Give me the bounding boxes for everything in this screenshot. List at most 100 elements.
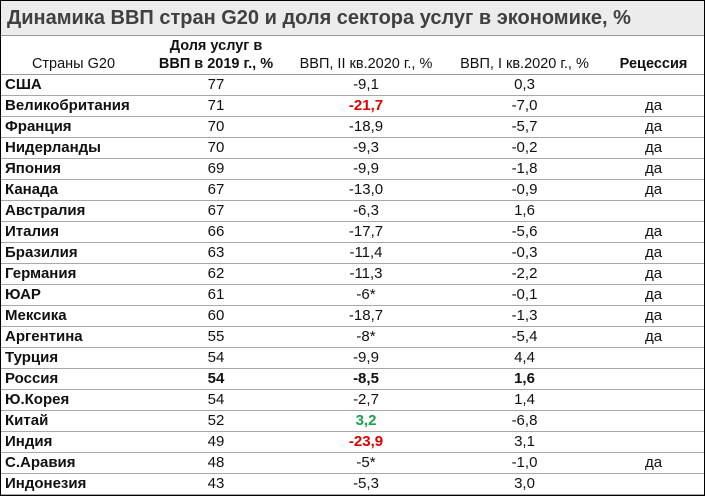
gdp-q1-cell: 1,6 [446,200,603,222]
table-row: Турция 54 -9,9 4,4 [1,347,704,369]
country-cell: Италия [1,221,146,243]
share-cell: 55 [146,326,286,348]
recession-cell [603,368,704,390]
recession-cell: да [603,137,704,159]
table-row: С.Аравия 48 -5* -1,0 да [1,452,704,474]
table-row: Индонезия 43 -5,3 3,0 [1,473,704,495]
country-cell: Бразилия [1,242,146,264]
header-row: Страны G20 Доля услуг в ВВП в 2019 г., % … [1,36,704,75]
share-cell: 62 [146,263,286,285]
country-cell: ЮАР [1,284,146,306]
gdp-q2-cell: -23,9 [286,431,446,453]
gdp-q2-cell: -6,3 [286,200,446,222]
recession-cell: да [603,158,704,180]
gdp-q2-cell: -2,7 [286,389,446,411]
gdp-q2-cell: -9,9 [286,347,446,369]
share-cell: 54 [146,368,286,390]
gdp-q1-cell: 3,1 [446,431,603,453]
gdp-q2-cell: -11,4 [286,242,446,264]
gdp-q2-cell: -9,1 [286,74,446,96]
share-cell: 67 [146,179,286,201]
gdp-q1-cell: -5,4 [446,326,603,348]
recession-cell: да [603,221,704,243]
gdp-q2-cell: 3,2 [286,410,446,432]
table-row: Индия 49 -23,9 3,1 [1,431,704,453]
share-cell: 67 [146,200,286,222]
share-cell: 61 [146,284,286,306]
gdp-q2-cell: -8* [286,326,446,348]
country-cell: Франция [1,116,146,138]
gdp-q1-cell: -1,3 [446,305,603,327]
gdp-q1-cell: -7,0 [446,95,603,117]
country-cell: Канада [1,179,146,201]
country-cell: Индонезия [1,473,146,495]
table-row: Франция 70 -18,9 -5,7 да [1,116,704,138]
share-cell: 52 [146,410,286,432]
gdp-q2-cell: -18,7 [286,305,446,327]
recession-cell [603,431,704,453]
gdp-q2-cell: -21,7 [286,95,446,117]
share-cell: 54 [146,347,286,369]
table-row: Япония 69 -9,9 -1,8 да [1,158,704,180]
header-recession: Рецессия [603,36,704,75]
share-cell: 70 [146,137,286,159]
gdp-q1-cell: 0,3 [446,74,603,96]
share-cell: 43 [146,473,286,495]
country-cell: Китай [1,410,146,432]
header-share: Доля услуг в ВВП в 2019 г., % [146,36,286,75]
gdp-q1-cell: 4,4 [446,347,603,369]
recession-cell: да [603,179,704,201]
recession-cell [603,473,704,495]
table-row: Китай 52 3,2 -6,8 [1,410,704,432]
country-cell: Германия [1,263,146,285]
header-q1: ВВП, I кв.2020 г., % [446,36,603,75]
gdp-q1-cell: -0,3 [446,242,603,264]
gdp-q1-cell: 1,4 [446,389,603,411]
country-cell: Мексика [1,305,146,327]
table-row: Австралия 67 -6,3 1,6 [1,200,704,222]
country-cell: Аргентина [1,326,146,348]
gdp-q1-cell: -0,2 [446,137,603,159]
recession-cell: да [603,305,704,327]
table-title: Динамика ВВП стран G20 и доля сектора ус… [1,1,704,36]
country-cell: С.Аравия [1,452,146,474]
gdp-q2-cell: -6* [286,284,446,306]
table-row: Великобритания 71 -21,7 -7,0 да [1,95,704,117]
table-row: Ю.Корея 54 -2,7 1,4 [1,389,704,411]
gdp-q2-cell: -9,9 [286,158,446,180]
gdp-q1-cell: 1,6 [446,368,603,390]
gdp-q1-cell: -5,6 [446,221,603,243]
share-cell: 71 [146,95,286,117]
gdp-q1-cell: -6,8 [446,410,603,432]
gdp-q1-cell: -5,7 [446,116,603,138]
country-cell: Нидерланды [1,137,146,159]
recession-cell: да [603,284,704,306]
share-cell: 66 [146,221,286,243]
gdp-q2-cell: -13,0 [286,179,446,201]
table-row: Германия 62 -11,3 -2,2 да [1,263,704,285]
share-cell: 63 [146,242,286,264]
country-cell: Россия [1,368,146,390]
country-cell: Япония [1,158,146,180]
recession-cell: да [603,116,704,138]
gdp-q2-cell: -5,3 [286,473,446,495]
recession-cell [603,389,704,411]
table-row: Мексика 60 -18,7 -1,3 да [1,305,704,327]
country-cell: Австралия [1,200,146,222]
recession-cell: да [603,95,704,117]
share-cell: 54 [146,389,286,411]
gdp-q2-cell: -8,5 [286,368,446,390]
country-cell: Ю.Корея [1,389,146,411]
table-row: Нидерланды 70 -9,3 -0,2 да [1,137,704,159]
gdp-q2-cell: -5* [286,452,446,474]
share-cell: 48 [146,452,286,474]
table-row: Аргентина 55 -8* -5,4 да [1,326,704,348]
share-cell: 70 [146,116,286,138]
header-country: Страны G20 [1,36,146,75]
recession-cell: да [603,242,704,264]
country-cell: США [1,74,146,96]
gdp-table: Страны G20 Доля услуг в ВВП в 2019 г., % … [1,36,704,495]
gdp-q2-cell: -18,9 [286,116,446,138]
recession-cell [603,74,704,96]
